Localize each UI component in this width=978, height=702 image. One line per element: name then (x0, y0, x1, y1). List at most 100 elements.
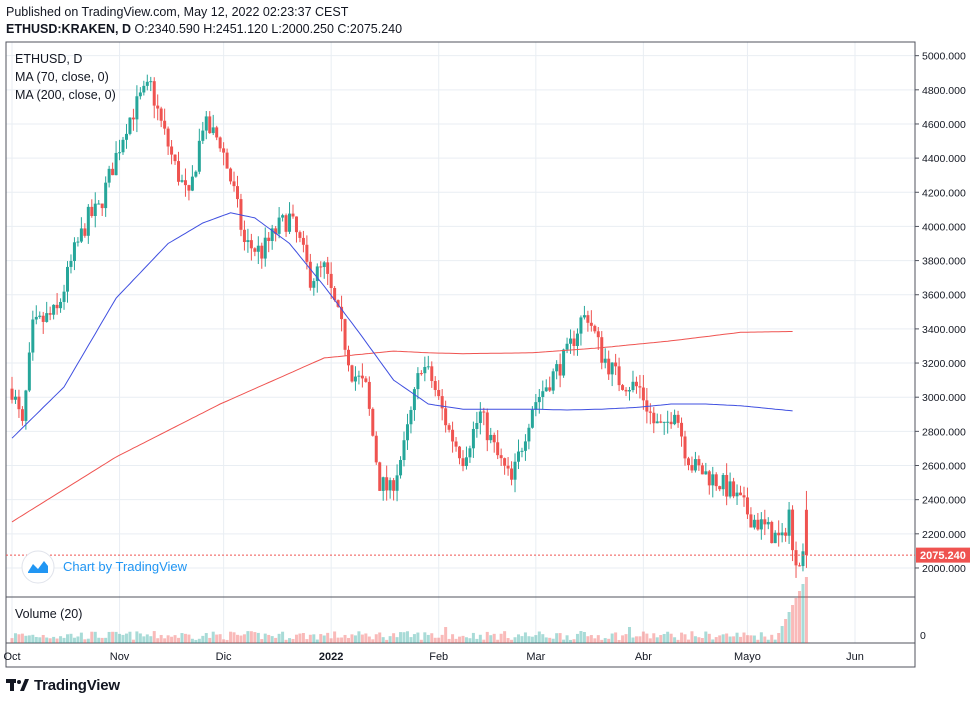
candle-body (156, 105, 160, 109)
candle-body (284, 215, 288, 232)
volume-bar (142, 636, 146, 643)
volume-bar (489, 635, 493, 643)
candle-body (204, 116, 208, 131)
volume-bar (145, 634, 149, 643)
watermark-text[interactable]: Chart by TradingView (63, 559, 188, 574)
volume-bar (284, 639, 288, 643)
candle-body (48, 313, 52, 315)
volume-bar (124, 633, 128, 643)
svg-text:2075.240: 2075.240 (920, 550, 966, 562)
ohlc-values: O:2340.590 H:2451.120 L:2000.250 C:2075.… (134, 22, 403, 36)
candle-body (759, 519, 763, 530)
volume-bar (232, 632, 236, 643)
volume-bar (131, 639, 135, 643)
candle-body (378, 462, 382, 491)
candle-body (329, 273, 333, 288)
volume-bar (516, 634, 520, 643)
volume-bar (392, 633, 396, 643)
candle-body (739, 492, 743, 496)
volume-bar (749, 635, 753, 643)
symbol-label: ETHUSD:KRAKEN, D (6, 22, 131, 36)
time-tick-label: Dic (216, 651, 232, 663)
candle-body (38, 315, 42, 317)
volume-bar (628, 627, 632, 643)
candle-body (714, 474, 718, 487)
candle-body (79, 228, 83, 242)
volume-bar (565, 635, 569, 643)
volume-bar (215, 634, 219, 643)
time-tick-label: Mayo (734, 651, 761, 663)
volume-bar (499, 633, 503, 643)
candle-body (454, 441, 458, 447)
candle-body (27, 352, 31, 391)
volume-bar (263, 633, 267, 643)
volume-bar (617, 639, 621, 643)
candle-body (780, 532, 784, 536)
volume-bar (34, 636, 38, 643)
volume-bar (454, 638, 458, 643)
candle-body (118, 152, 122, 154)
volume-bar (343, 634, 347, 643)
volume-bar (83, 639, 87, 643)
candle-body (170, 146, 174, 155)
volume-bar (693, 636, 697, 643)
candle-body (725, 474, 729, 497)
candle-body (90, 206, 94, 216)
candle-body (745, 497, 749, 515)
price-chart[interactable]: 5000.000 4800.000 4600.000 4400.000 4200.000… (0, 0, 978, 672)
volume-bar (277, 633, 281, 643)
volume-bar (66, 634, 70, 643)
volume-bar (10, 638, 14, 643)
candle-body (648, 411, 652, 413)
watermark[interactable]: Chart by TradingView (21, 550, 188, 584)
candle-body (638, 386, 642, 388)
candle-body (464, 457, 468, 467)
candle-body (298, 232, 302, 238)
candle-body (756, 519, 760, 530)
price-tick-label: 4200.000 (922, 187, 966, 199)
volume-bar (253, 632, 257, 643)
volume-bar (208, 637, 212, 643)
candle-body (572, 338, 576, 346)
volume-bar (360, 634, 364, 643)
candle-body (582, 315, 586, 318)
candle-body (482, 411, 486, 413)
volume-bar (298, 633, 302, 643)
volume-bar (582, 631, 586, 643)
candle-body (426, 366, 430, 368)
volume-bar (385, 639, 389, 643)
volume-bar (107, 631, 111, 643)
candle-body (516, 451, 520, 462)
candle-body (721, 474, 725, 490)
volume-bar (430, 633, 434, 643)
volume-bar (17, 634, 21, 643)
candle-body (246, 240, 250, 243)
volume-bar (156, 638, 160, 643)
volume-bar (631, 637, 635, 643)
candle-body (350, 365, 354, 382)
candle-body (76, 241, 80, 243)
volume-bar (732, 636, 736, 643)
candle-body (111, 168, 115, 176)
candle-body (138, 92, 142, 97)
candle-body (586, 315, 590, 323)
volume-bar (804, 577, 808, 643)
candle-body (124, 133, 128, 140)
candle-body (322, 262, 326, 268)
volume-bar (100, 637, 104, 643)
volume-bar (555, 633, 559, 643)
candle-body (93, 203, 97, 216)
candle-body (697, 459, 701, 466)
volume-bar (492, 633, 496, 643)
volume-bar (697, 637, 701, 643)
volume-bar (794, 598, 798, 643)
time-tick-label: Abr (635, 651, 652, 663)
ma200-line (11, 331, 793, 523)
candle-body (149, 81, 153, 83)
volume-bar (274, 637, 278, 643)
volume-bar (485, 631, 489, 643)
volume-bar (31, 634, 35, 643)
candle-body (59, 301, 63, 309)
volume-bar (218, 634, 222, 643)
volume-bar (614, 632, 618, 643)
